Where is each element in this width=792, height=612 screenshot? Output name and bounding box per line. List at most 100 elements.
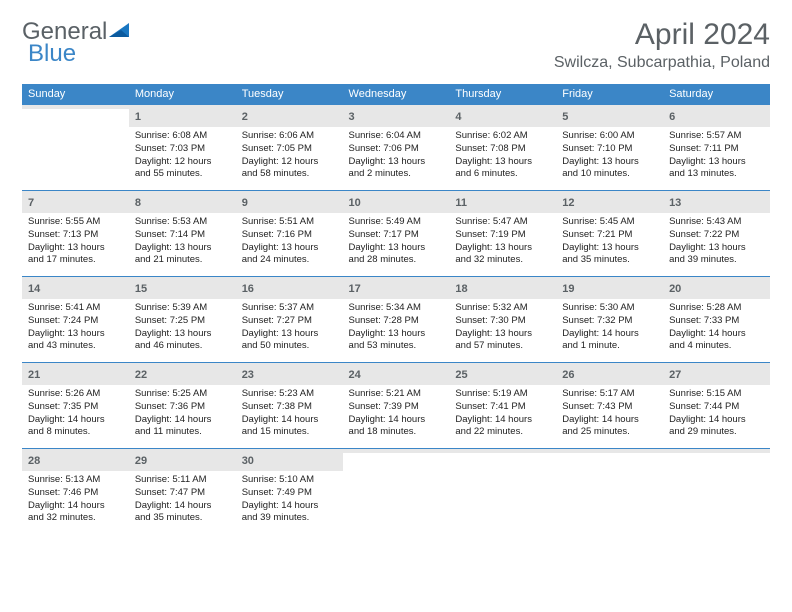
logo-text-blue: Blue — [28, 40, 76, 68]
calendar-day-cell: 6Sunrise: 5:57 AMSunset: 7:11 PMDaylight… — [663, 104, 770, 190]
weekday-header: Tuesday — [236, 84, 343, 104]
day-text: Sunrise: 5:32 AMSunset: 7:30 PMDaylight:… — [449, 299, 556, 355]
sunset-line: Sunset: 7:25 PM — [135, 315, 230, 328]
day-number-bar: 15 — [129, 276, 236, 299]
daylight-line: Daylight: 14 hours and 4 minutes. — [669, 328, 764, 354]
sunrise-line: Sunrise: 6:00 AM — [562, 130, 657, 143]
day-number-bar: 21 — [22, 362, 129, 385]
calendar-week-row: 7Sunrise: 5:55 AMSunset: 7:13 PMDaylight… — [22, 190, 770, 276]
day-number: 3 — [349, 111, 355, 123]
day-number: 1 — [135, 111, 141, 123]
sunrise-line: Sunrise: 5:51 AM — [242, 216, 337, 229]
calendar-day-cell: 20Sunrise: 5:28 AMSunset: 7:33 PMDayligh… — [663, 276, 770, 362]
sunrise-line: Sunrise: 5:28 AM — [669, 302, 764, 315]
sunrise-line: Sunrise: 6:06 AM — [242, 130, 337, 143]
weekday-header: Sunday — [22, 84, 129, 104]
daylight-line: Daylight: 13 hours and 17 minutes. — [28, 242, 123, 268]
day-number-bar: 6 — [663, 104, 770, 127]
daylight-line: Daylight: 13 hours and 53 minutes. — [349, 328, 444, 354]
month-title: April 2024 — [554, 18, 770, 52]
calendar-day-cell: 24Sunrise: 5:21 AMSunset: 7:39 PMDayligh… — [343, 362, 450, 448]
day-text: Sunrise: 6:08 AMSunset: 7:03 PMDaylight:… — [129, 127, 236, 183]
day-text: Sunrise: 5:30 AMSunset: 7:32 PMDaylight:… — [556, 299, 663, 355]
daylight-line: Daylight: 12 hours and 58 minutes. — [242, 156, 337, 182]
sunset-line: Sunset: 7:10 PM — [562, 143, 657, 156]
daylight-line: Daylight: 14 hours and 11 minutes. — [135, 414, 230, 440]
sunrise-line: Sunrise: 5:47 AM — [455, 216, 550, 229]
sunset-line: Sunset: 7:14 PM — [135, 229, 230, 242]
calendar-day-cell: 27Sunrise: 5:15 AMSunset: 7:44 PMDayligh… — [663, 362, 770, 448]
sunset-line: Sunset: 7:49 PM — [242, 487, 337, 500]
day-number-bar: 13 — [663, 190, 770, 213]
sunset-line: Sunset: 7:22 PM — [669, 229, 764, 242]
sunset-line: Sunset: 7:21 PM — [562, 229, 657, 242]
sunrise-line: Sunrise: 5:34 AM — [349, 302, 444, 315]
sunrise-line: Sunrise: 5:49 AM — [349, 216, 444, 229]
daylight-line: Daylight: 13 hours and 32 minutes. — [455, 242, 550, 268]
daylight-line: Daylight: 14 hours and 29 minutes. — [669, 414, 764, 440]
sunset-line: Sunset: 7:39 PM — [349, 401, 444, 414]
day-number-bar — [556, 448, 663, 453]
sunset-line: Sunset: 7:08 PM — [455, 143, 550, 156]
weekday-header: Monday — [129, 84, 236, 104]
day-number: 23 — [242, 369, 254, 381]
calendar-day-cell: 28Sunrise: 5:13 AMSunset: 7:46 PMDayligh… — [22, 448, 129, 534]
day-number: 24 — [349, 369, 361, 381]
calendar-day-cell: 16Sunrise: 5:37 AMSunset: 7:27 PMDayligh… — [236, 276, 343, 362]
day-number-bar: 4 — [449, 104, 556, 127]
calendar-day-cell — [663, 448, 770, 534]
sunset-line: Sunset: 7:28 PM — [349, 315, 444, 328]
daylight-line: Daylight: 13 hours and 50 minutes. — [242, 328, 337, 354]
day-number-bar: 14 — [22, 276, 129, 299]
day-number-bar: 22 — [129, 362, 236, 385]
calendar-day-cell: 1 Sunrise: 6:08 AMSunset: 7:03 PMDaylight… — [129, 104, 236, 190]
day-number-bar: 23 — [236, 362, 343, 385]
sunset-line: Sunset: 7:05 PM — [242, 143, 337, 156]
sunset-line: Sunset: 7:38 PM — [242, 401, 337, 414]
sunrise-line: Sunrise: 5:55 AM — [28, 216, 123, 229]
sunrise-line: Sunrise: 5:43 AM — [669, 216, 764, 229]
day-text: Sunrise: 5:37 AMSunset: 7:27 PMDaylight:… — [236, 299, 343, 355]
sunset-line: Sunset: 7:46 PM — [28, 487, 123, 500]
sunset-line: Sunset: 7:47 PM — [135, 487, 230, 500]
sunset-line: Sunset: 7:36 PM — [135, 401, 230, 414]
calendar-day-cell — [343, 448, 450, 534]
day-number-bar: 2 — [236, 104, 343, 127]
day-text: Sunrise: 5:45 AMSunset: 7:21 PMDaylight:… — [556, 213, 663, 269]
day-number: 10 — [349, 197, 361, 209]
title-block: April 2024 Swilcza, Subcarpathia, Poland — [554, 18, 770, 72]
day-number-bar — [449, 448, 556, 453]
day-number: 13 — [669, 197, 681, 209]
calendar-day-cell: 30Sunrise: 5:10 AMSunset: 7:49 PMDayligh… — [236, 448, 343, 534]
day-number: 25 — [455, 369, 467, 381]
sunrise-line: Sunrise: 6:04 AM — [349, 130, 444, 143]
sunrise-line: Sunrise: 5:23 AM — [242, 388, 337, 401]
calendar-week-row: 21Sunrise: 5:26 AMSunset: 7:35 PMDayligh… — [22, 362, 770, 448]
day-number-bar: 19 — [556, 276, 663, 299]
day-number-bar: 28 — [22, 448, 129, 471]
sunset-line: Sunset: 7:11 PM — [669, 143, 764, 156]
sunrise-line: Sunrise: 5:26 AM — [28, 388, 123, 401]
calendar-day-cell: 12Sunrise: 5:45 AMSunset: 7:21 PMDayligh… — [556, 190, 663, 276]
calendar-day-cell: 5Sunrise: 6:00 AMSunset: 7:10 PMDaylight… — [556, 104, 663, 190]
day-text: Sunrise: 6:06 AMSunset: 7:05 PMDaylight:… — [236, 127, 343, 183]
day-number: 4 — [455, 111, 461, 123]
sunset-line: Sunset: 7:43 PM — [562, 401, 657, 414]
calendar-body: 1 Sunrise: 6:08 AMSunset: 7:03 PMDaylight… — [22, 104, 770, 534]
daylight-line: Daylight: 13 hours and 2 minutes. — [349, 156, 444, 182]
calendar-week-row: 1 Sunrise: 6:08 AMSunset: 7:03 PMDaylight… — [22, 104, 770, 190]
day-number: 14 — [28, 283, 40, 295]
weekday-header: Friday — [556, 84, 663, 104]
day-number-bar: 10 — [343, 190, 450, 213]
calendar-week-row: 14Sunrise: 5:41 AMSunset: 7:24 PMDayligh… — [22, 276, 770, 362]
daylight-line: Daylight: 13 hours and 13 minutes. — [669, 156, 764, 182]
daylight-line: Daylight: 14 hours and 39 minutes. — [242, 500, 337, 526]
day-number: 29 — [135, 455, 147, 467]
calendar-day-cell: 23Sunrise: 5:23 AMSunset: 7:38 PMDayligh… — [236, 362, 343, 448]
daylight-line: Daylight: 13 hours and 46 minutes. — [135, 328, 230, 354]
day-text: Sunrise: 5:51 AMSunset: 7:16 PMDaylight:… — [236, 213, 343, 269]
logo-triangle-icon — [109, 21, 129, 39]
sunset-line: Sunset: 7:16 PM — [242, 229, 337, 242]
calendar-day-cell: 9Sunrise: 5:51 AMSunset: 7:16 PMDaylight… — [236, 190, 343, 276]
sunrise-line: Sunrise: 5:32 AM — [455, 302, 550, 315]
